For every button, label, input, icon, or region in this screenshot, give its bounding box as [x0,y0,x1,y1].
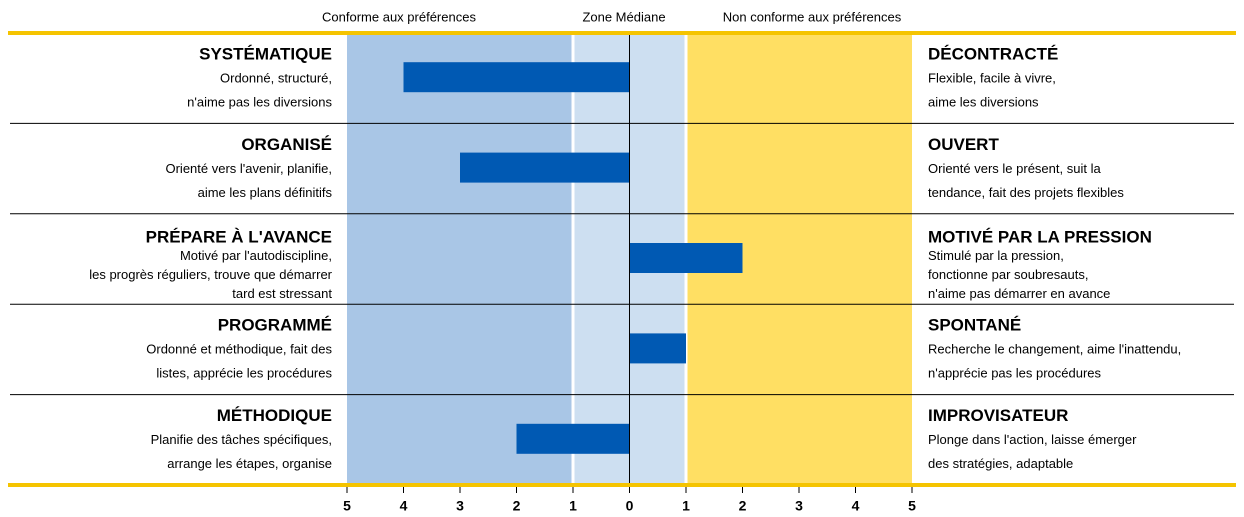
left-desc: les progrès réguliers, trouve que démarr… [89,267,332,282]
left-desc: n'aime pas les diversions [187,94,332,109]
left-title: MÉTHODIQUE [217,406,332,425]
x-tick-label: 1 [682,498,690,514]
right-desc: n'aime pas démarrer en avance [928,286,1110,301]
right-desc: Stimulé par la pression, [928,248,1064,263]
left-title: PRÉPARE À L'AVANCE [146,227,332,246]
right-desc: Flexible, facile à vivre, [928,70,1056,85]
right-desc: des stratégies, adaptable [928,456,1073,471]
right-desc: Plonge dans l'action, laisse émerger [928,432,1137,447]
left-title: PROGRAMMÉ [218,316,332,335]
bar [460,152,630,183]
left-desc: arrange les étapes, organise [167,456,332,471]
bar [629,243,743,273]
left-desc: aime les plans définitifs [198,185,333,200]
x-tick-label: 4 [852,498,860,514]
x-tick-label: 2 [513,498,521,514]
left-desc: Ordonné et méthodique, fait des [146,342,332,357]
right-title: IMPROVISATEUR [928,406,1068,425]
right-desc: Recherche le changement, aime l'inattend… [928,342,1181,357]
right-desc: aime les diversions [928,94,1039,109]
left-desc: Motivé par l'autodiscipline, [180,248,332,263]
right-title: MOTIVÉ PAR LA PRESSION [928,227,1152,246]
zone-label: Non conforme aux préférences [723,9,902,24]
left-desc: Orienté vers l'avenir, planifie, [165,161,332,176]
left-desc: listes, apprécie les procédures [156,366,332,381]
left-title: SYSTÉMATIQUE [199,44,332,63]
x-tick-label: 2 [739,498,747,514]
x-tick-label: 1 [569,498,577,514]
x-tick-label: 5 [343,498,351,514]
left-desc: Planifie des tâches spécifiques, [151,432,332,447]
right-title: DÉCONTRACTÉ [928,44,1058,63]
right-title: SPONTANÉ [928,316,1021,335]
x-tick-label: 0 [626,498,634,514]
right-desc: Orienté vers le présent, suit la [928,161,1101,176]
left-title: ORGANISÉ [241,135,332,154]
bar [629,333,686,364]
zone [347,33,573,485]
x-tick-label: 5 [908,498,916,514]
left-desc: tard est stressant [232,286,332,301]
zone-label: Zone Médiane [582,9,665,24]
right-desc: tendance, fait des projets flexibles [928,185,1124,200]
zone-label: Conforme aux préférences [322,9,476,24]
bar [516,423,630,454]
right-title: OUVERT [928,135,999,154]
right-desc: n'apprécie pas les procédures [928,366,1102,381]
x-tick-label: 3 [795,498,803,514]
x-tick-label: 3 [456,498,464,514]
right-desc: fonctionne par soubresauts, [928,267,1088,282]
left-desc: Ordonné, structuré, [220,70,332,85]
x-tick-label: 4 [400,498,408,514]
bar [403,62,630,93]
